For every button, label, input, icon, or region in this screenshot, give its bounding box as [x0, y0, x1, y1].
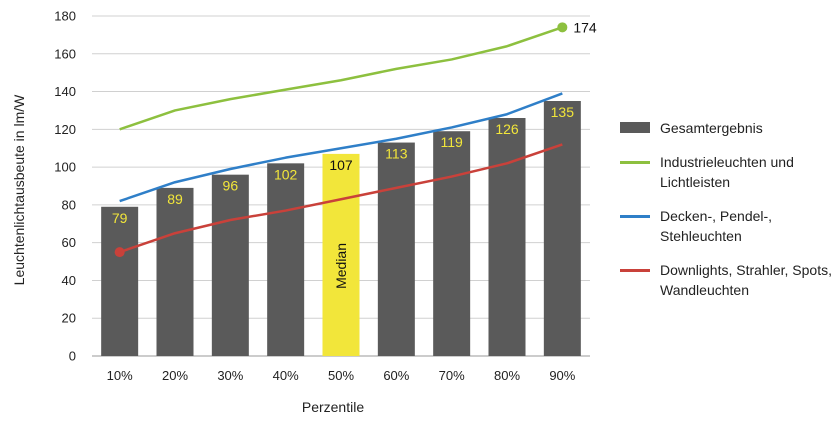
bar: [543, 101, 581, 356]
bar: [433, 131, 471, 356]
legend-label: Decken-, Pendel-, Stehleuchten: [660, 208, 773, 244]
y-tick-label: 100: [54, 160, 76, 175]
bar-value-label: 96: [223, 178, 239, 194]
y-tick-label: 120: [54, 122, 76, 137]
y-axis-ticks: 0 20 40 60 80 100 120 140 160 180: [54, 9, 76, 364]
bar: [101, 206, 139, 356]
x-tick-label: 10%: [107, 368, 133, 383]
legend: Gesamtergebnis Industrieleuchten und Lic…: [620, 118, 835, 314]
y-tick-label: 60: [62, 235, 76, 250]
lines: 174: [114, 19, 597, 258]
bar-value-label: 79: [112, 210, 128, 226]
legend-swatch: [620, 122, 650, 133]
bar-value-label: 119: [441, 134, 464, 150]
series-line: [119, 143, 563, 254]
bar: [211, 174, 249, 356]
x-tick-label: 20%: [162, 368, 188, 383]
series-end-marker: [557, 22, 568, 33]
legend-swatch: [620, 215, 650, 218]
legend-item-downlights: Downlights, Strahler, Spots, Wandleuchte…: [620, 260, 835, 300]
y-tick-label: 20: [62, 311, 76, 326]
y-tick-label: 140: [54, 84, 76, 99]
y-axis-title: Leuchtenlichtausbeute in lm/W: [11, 94, 27, 285]
bar: [267, 163, 305, 356]
series-start-marker: [114, 247, 125, 258]
x-axis-title: Perzentile: [302, 399, 364, 415]
x-tick-label: 70%: [439, 368, 465, 383]
bar-value-label: 102: [274, 166, 298, 182]
y-tick-label: 180: [54, 9, 76, 24]
legend-label: Industrieleuchten und Lichtleisten: [660, 154, 794, 190]
y-tick-label: 160: [54, 46, 76, 61]
x-axis-ticks: 10% 20% 30% 40% 50% 60% 70% 80% 90%: [107, 368, 576, 383]
x-tick-label: 40%: [273, 368, 299, 383]
x-tick-label: 80%: [494, 368, 520, 383]
bar: [322, 153, 360, 356]
bar-value-label: 135: [551, 104, 575, 120]
y-tick-label: 0: [69, 349, 76, 364]
bar-value-label: 107: [329, 157, 353, 173]
legend-label: Downlights, Strahler, Spots, Wandleuchte…: [660, 262, 832, 298]
bar-value-label: 126: [495, 121, 519, 137]
legend-item-decken: Decken-, Pendel-, Stehleuchten: [620, 206, 835, 246]
legend-item-gesamtergebnis: Gesamtergebnis: [620, 118, 835, 138]
legend-item-industrieleuchten: Industrieleuchten und Lichtleisten: [620, 152, 835, 192]
bars: [101, 101, 581, 356]
legend-swatch: [620, 161, 650, 164]
bar-value-label: 113: [385, 146, 408, 162]
series-line: [119, 92, 563, 203]
x-tick-label: 90%: [549, 368, 575, 383]
x-tick-label: 60%: [383, 368, 409, 383]
series-line: [119, 26, 563, 131]
median-label: Median: [333, 243, 349, 289]
bar-labels: 79 89 96 102 107 Median 113 119 126 135: [112, 104, 574, 289]
x-tick-label: 30%: [217, 368, 243, 383]
legend-swatch: [620, 269, 650, 272]
legend-label: Gesamtergebnis: [660, 120, 763, 136]
bar: [156, 187, 194, 356]
bar: [377, 142, 415, 356]
series-end-label: 174: [573, 19, 597, 35]
y-tick-label: 80: [62, 197, 76, 212]
y-tick-label: 40: [62, 273, 76, 288]
bar-value-label: 89: [167, 191, 183, 207]
bar: [488, 118, 526, 356]
x-tick-label: 50%: [328, 368, 354, 383]
